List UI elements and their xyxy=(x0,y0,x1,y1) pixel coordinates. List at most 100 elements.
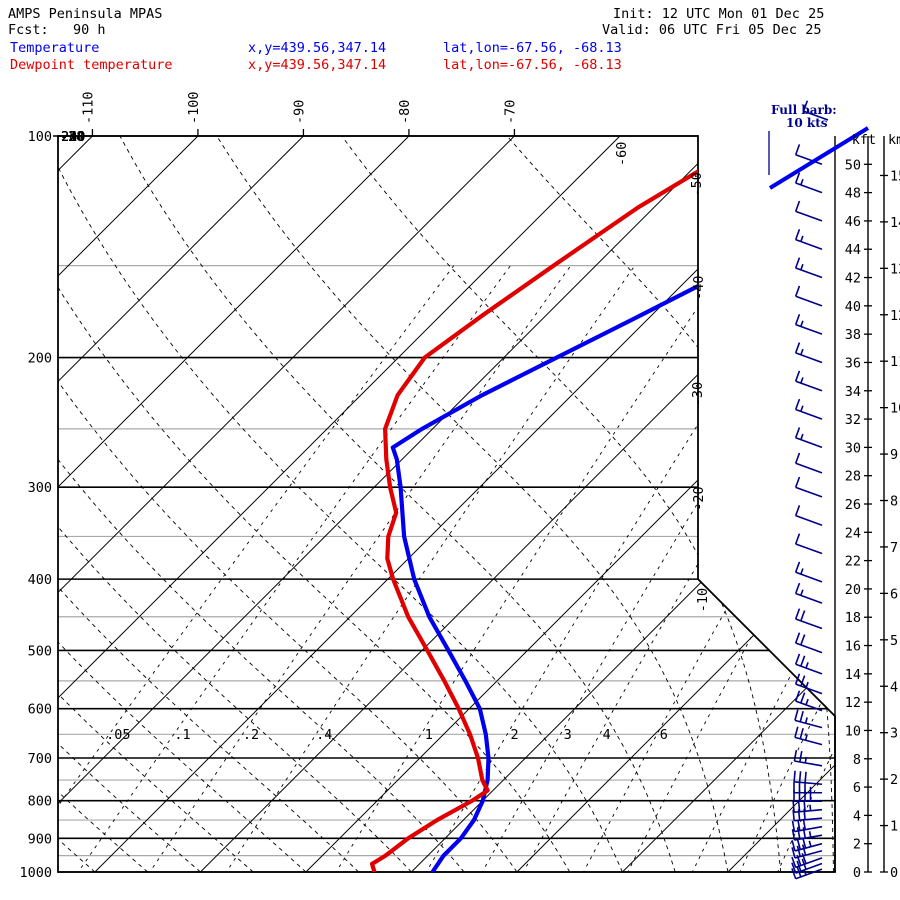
barb-legend-line2: 10 kts xyxy=(786,116,828,130)
kft-tick-label: 12 xyxy=(845,695,861,711)
wind-barb xyxy=(794,398,823,420)
wind-barb xyxy=(794,144,823,166)
kft-tick-label: 18 xyxy=(845,610,861,626)
wind-barb xyxy=(794,673,823,695)
wind-barb xyxy=(794,653,823,675)
wind-barb xyxy=(794,342,823,364)
kft-tick-label: 40 xyxy=(845,299,861,315)
km-tick-label: 1. xyxy=(890,819,900,835)
pressure-tick-label: 300 xyxy=(28,480,52,496)
dewpoint-profile-curve xyxy=(390,136,835,872)
wind-barb xyxy=(794,533,823,555)
wind-barb xyxy=(794,632,823,654)
km-tick-label: 4. xyxy=(890,679,900,695)
mixing-ratio-label: 3 xyxy=(564,727,572,743)
wind-barb xyxy=(794,476,823,498)
km-tick-label: 12. xyxy=(890,308,900,324)
wind-barb xyxy=(794,709,823,729)
isotherm-right-label: -30 xyxy=(690,382,706,406)
pressure-tick-label: 800 xyxy=(28,794,52,810)
pressure-tick-label: 600 xyxy=(28,702,52,718)
wind-barb xyxy=(794,452,823,474)
km-tick-label: 14. xyxy=(890,215,900,231)
wind-barb xyxy=(794,200,823,222)
km-tick-label: 15. xyxy=(890,168,900,184)
wind-barb xyxy=(794,608,823,630)
km-tick-label: 5. xyxy=(890,633,900,649)
temperature-legend-label: Temperature xyxy=(10,40,100,56)
dewpoint-legend-label: Dewpoint temperature xyxy=(10,57,173,73)
km-tick-label: 9. xyxy=(890,447,900,463)
isotherm-right-label: -20 xyxy=(691,486,707,510)
km-tick-label: 11. xyxy=(890,354,900,370)
wind-barb xyxy=(794,229,823,250)
forecast-hour: Fcst: 90 h xyxy=(8,22,106,38)
kft-tick-label: 34 xyxy=(845,384,861,400)
kft-tick-label: 8 xyxy=(853,752,861,768)
theta-left-label: 220 xyxy=(61,129,85,145)
theta-left-label: 250 xyxy=(61,129,85,145)
pressure-axis-labels: 100 200 300 400 500 600 700 800 900 1000 xyxy=(19,129,52,881)
plot-border xyxy=(57,135,836,873)
isotherm-top-label: -80 xyxy=(397,100,413,124)
kft-tick-label: 2 xyxy=(853,837,861,853)
wind-barb xyxy=(792,800,823,813)
mixing-ratio-lines xyxy=(58,265,835,872)
init-time-label: Init: 12 UTC Mon 01 Dec 25 xyxy=(613,6,825,22)
pressure-tick-label: 700 xyxy=(28,751,52,767)
wind-barb xyxy=(794,427,823,449)
km-axis-title: km xyxy=(888,132,900,148)
km-tick-label: 2. xyxy=(890,772,900,788)
wind-barb xyxy=(793,781,822,794)
kft-tick-label: 46 xyxy=(845,214,861,230)
isotherm-right-label: -40 xyxy=(691,275,707,299)
kft-tick-label: 44 xyxy=(845,242,861,258)
km-tick-label: 8. xyxy=(890,494,900,510)
mixing-ratio-label: .2 xyxy=(243,727,259,743)
kft-tick-label: 6 xyxy=(853,780,861,796)
theta-left-label: 230 xyxy=(61,129,85,145)
pressure-major-gridlines xyxy=(58,135,835,873)
temperature-xy-readout: x,y=439.56,347.14 xyxy=(248,40,387,56)
kft-axis-title: kft xyxy=(852,132,876,148)
kft-tick-label: 24 xyxy=(845,525,861,541)
km-tick-label: 0. xyxy=(890,865,900,881)
theta-left-label: 240 xyxy=(61,129,85,145)
kft-tick-label: 36 xyxy=(845,355,861,371)
temperature-profile-curve xyxy=(369,136,760,872)
pressure-tick-label: 900 xyxy=(28,831,52,847)
kft-tick-label: 10 xyxy=(845,723,861,739)
km-tick-label: 13. xyxy=(890,261,900,277)
isotherm-left-label: -34 xyxy=(60,129,84,145)
temperature-latlon-readout: lat,lon=-67.56, -68.13 xyxy=(443,40,622,56)
altitude-axis: 0246810121416182022242628303234363840424… xyxy=(845,132,900,881)
pressure-tick-label: 500 xyxy=(28,643,52,659)
kft-tick-label: 28 xyxy=(845,469,861,485)
wind-barb xyxy=(794,257,823,279)
isotherm-right-labels: -60 -50 -40 -30 -20 -10 xyxy=(614,142,711,613)
kft-tick-label: 38 xyxy=(845,327,861,343)
km-tick-label: 7. xyxy=(890,540,900,556)
theta-left-label: 210 xyxy=(61,129,85,145)
wind-barb xyxy=(791,844,823,859)
wind-barb xyxy=(794,172,823,194)
pressure-tick-label: 200 xyxy=(28,351,52,367)
isotherm-top-label: -100 xyxy=(186,91,202,124)
mixing-ratio-label: .05 xyxy=(106,727,130,743)
isotherm-right-label: -10 xyxy=(695,588,711,612)
kft-tick-label: 48 xyxy=(845,186,861,202)
wind-barb xyxy=(794,561,823,583)
wind-barb xyxy=(794,582,823,604)
kft-tick-label: 20 xyxy=(845,582,861,598)
km-tick-label: 6. xyxy=(890,586,900,602)
isotherm-right-label: -50 xyxy=(689,172,705,196)
wind-barb xyxy=(793,770,823,786)
kft-tick-label: 30 xyxy=(845,440,861,456)
mixing-ratio-label: 6 xyxy=(660,727,668,743)
isotherm-top-label: -70 xyxy=(502,100,518,124)
mixing-ratio-label: 2 xyxy=(511,727,519,743)
km-tick-label: 10. xyxy=(890,401,900,417)
